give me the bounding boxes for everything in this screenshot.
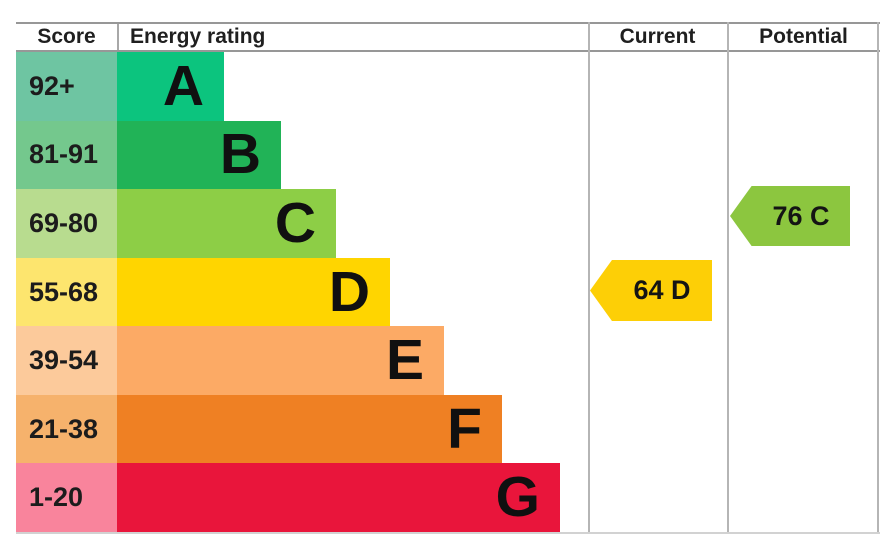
band-score-label: 55-68 xyxy=(29,276,99,307)
column-divider-rating-current xyxy=(588,22,590,532)
band-row-a: 92+ A xyxy=(16,52,880,121)
band-row-e: 39-54 E xyxy=(16,326,880,395)
current-rating-arrow: 64 D xyxy=(590,260,712,321)
band-bar: D xyxy=(117,257,390,327)
band-score-label: 21-38 xyxy=(29,413,99,444)
band-bar: A xyxy=(117,52,224,121)
potential-rating-arrow: 76 C xyxy=(730,186,850,246)
column-divider-current-potential xyxy=(727,22,729,532)
current-rating-label: 64 D xyxy=(633,275,691,305)
band-bar: B xyxy=(117,120,281,190)
score-column-header: Score xyxy=(16,24,119,50)
band-row-b: 81-91 B xyxy=(16,120,880,190)
table-bottom-border xyxy=(16,532,880,534)
band-bar: C xyxy=(117,189,336,258)
band-score-label: 1-20 xyxy=(29,482,84,513)
header-row: Score Energy rating Current Potential xyxy=(16,22,880,52)
band-score-cell: 55-68 xyxy=(16,257,117,327)
band-letter: E xyxy=(385,328,424,393)
band-letter: G xyxy=(495,465,540,530)
band-bar: E xyxy=(117,326,444,395)
band-score-label: 69-80 xyxy=(29,207,99,238)
table-right-border xyxy=(877,22,879,532)
potential-rating-label: 76 C xyxy=(772,200,830,231)
band-score-cell: 21-38 xyxy=(16,394,117,464)
band-row-f: 21-38 F xyxy=(16,394,880,464)
rating-bands: 92+ A 81-91 B 69-80 C 55-68 xyxy=(16,52,880,533)
band-letter: A xyxy=(162,53,204,118)
band-score-cell: 92+ xyxy=(16,52,117,121)
band-score-cell: 39-54 xyxy=(16,326,117,395)
band-score-label: 39-54 xyxy=(29,345,99,376)
band-row-c: 69-80 C xyxy=(16,189,880,258)
band-letter: F xyxy=(447,396,482,461)
band-score-cell: 81-91 xyxy=(16,120,117,190)
epc-rating-chart: Score Energy rating Current Potential 92… xyxy=(16,22,880,534)
band-letter: B xyxy=(219,122,261,187)
potential-column-header: Potential xyxy=(759,25,848,48)
band-score-label: 81-91 xyxy=(29,139,99,170)
band-letter: C xyxy=(274,190,316,255)
band-score-cell: 1-20 xyxy=(16,463,117,533)
current-column-header: Current xyxy=(619,25,696,48)
band-score-label: 92+ xyxy=(29,70,75,101)
band-bar: G xyxy=(117,463,560,533)
band-letter: D xyxy=(328,259,370,324)
energy-rating-column-header: Energy rating xyxy=(130,25,266,48)
band-score-cell: 69-80 xyxy=(16,189,117,258)
band-row-d: 55-68 D xyxy=(16,257,880,327)
band-bar: F xyxy=(117,394,502,464)
band-row-g: 1-20 G xyxy=(16,463,880,533)
